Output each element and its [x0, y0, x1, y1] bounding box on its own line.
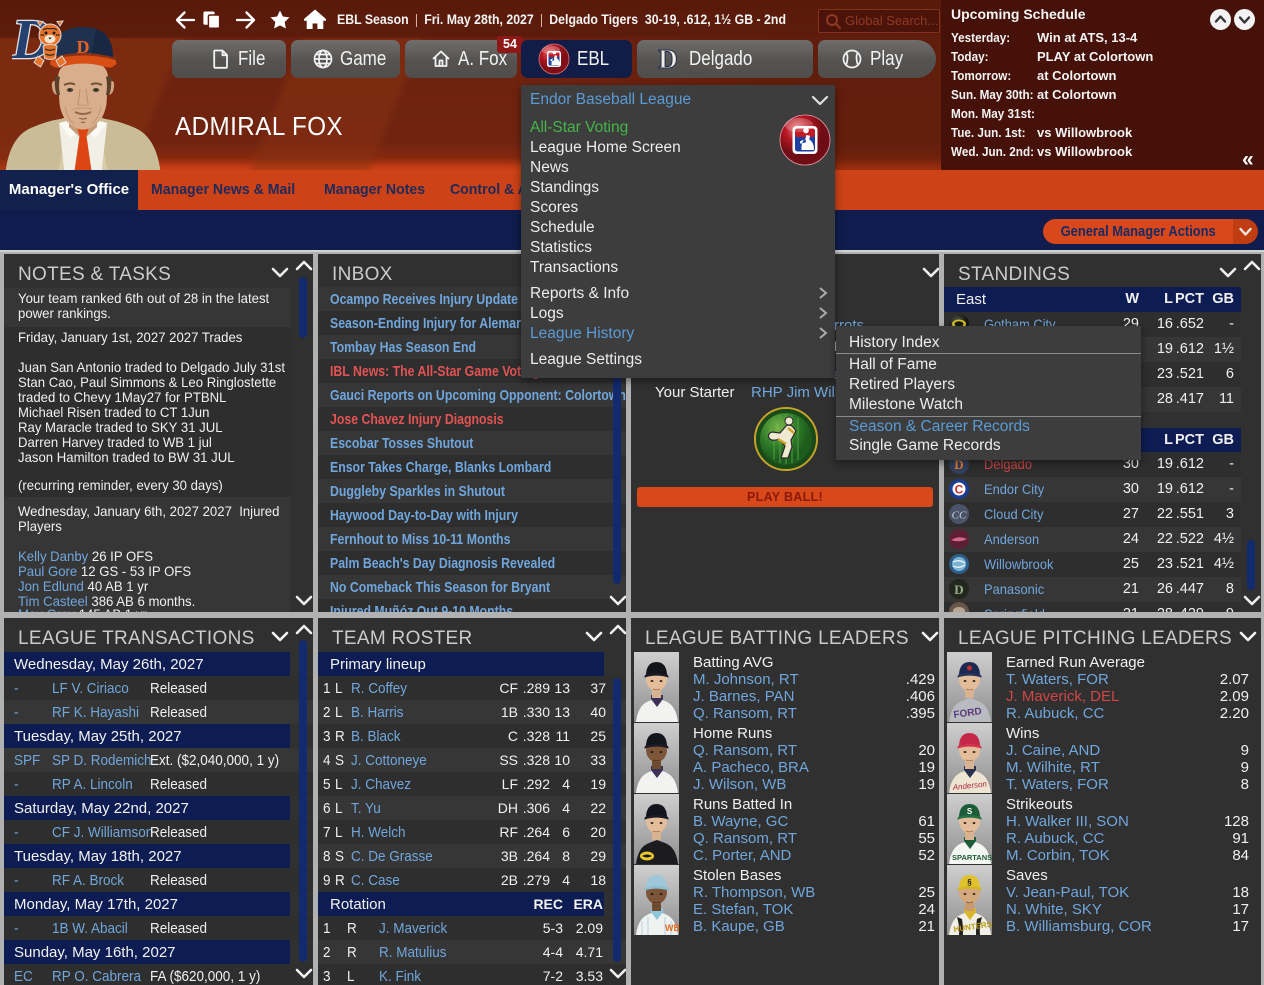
svg-text:D: D: [954, 457, 963, 472]
svg-text:C: C: [955, 483, 964, 497]
svg-text:WB: WB: [665, 923, 679, 933]
svg-text:CC: CC: [952, 510, 967, 522]
svg-text:FORD: FORD: [953, 706, 983, 721]
svg-text:D: D: [12, 9, 52, 71]
svg-text:D: D: [954, 582, 963, 597]
svg-text:SPARTANS: SPARTANS: [952, 853, 992, 862]
svg-text:D: D: [77, 37, 90, 57]
svg-text:D: D: [658, 44, 678, 74]
svg-text:S: S: [967, 807, 973, 816]
svg-text:Anderson: Anderson: [951, 779, 988, 792]
svg-text:§: §: [967, 878, 972, 887]
